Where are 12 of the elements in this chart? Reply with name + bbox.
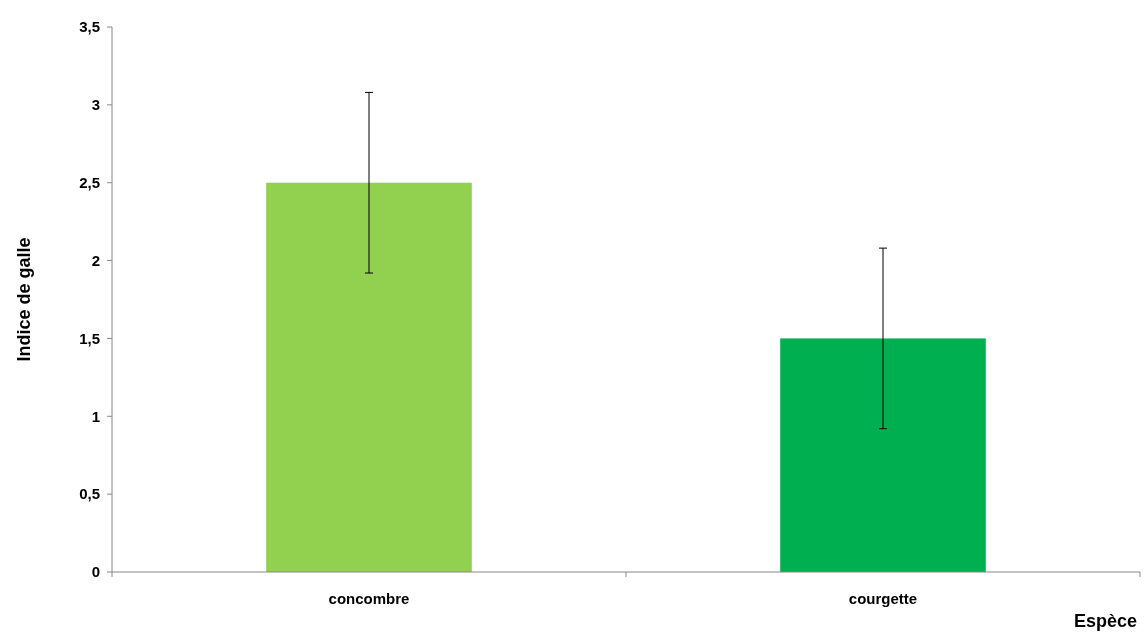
y-tick-label: 0 [91,563,100,581]
y-tick-label: 3 [91,96,100,114]
x-tick-label: courgette [848,590,918,607]
y-tick-label: 1,5 [79,329,100,347]
x-axis-title: Espèce [1073,611,1137,631]
y-tick-label: 2,5 [79,173,100,191]
x-tick-label: concombre [328,590,410,607]
y-tick-label: 1 [91,407,100,425]
y-tick-label: 3,5 [79,18,100,36]
y-tick-label: 2 [91,251,100,269]
y-tick-label: 0,5 [79,485,100,503]
y-axis-title: Indice de galle [14,237,34,362]
